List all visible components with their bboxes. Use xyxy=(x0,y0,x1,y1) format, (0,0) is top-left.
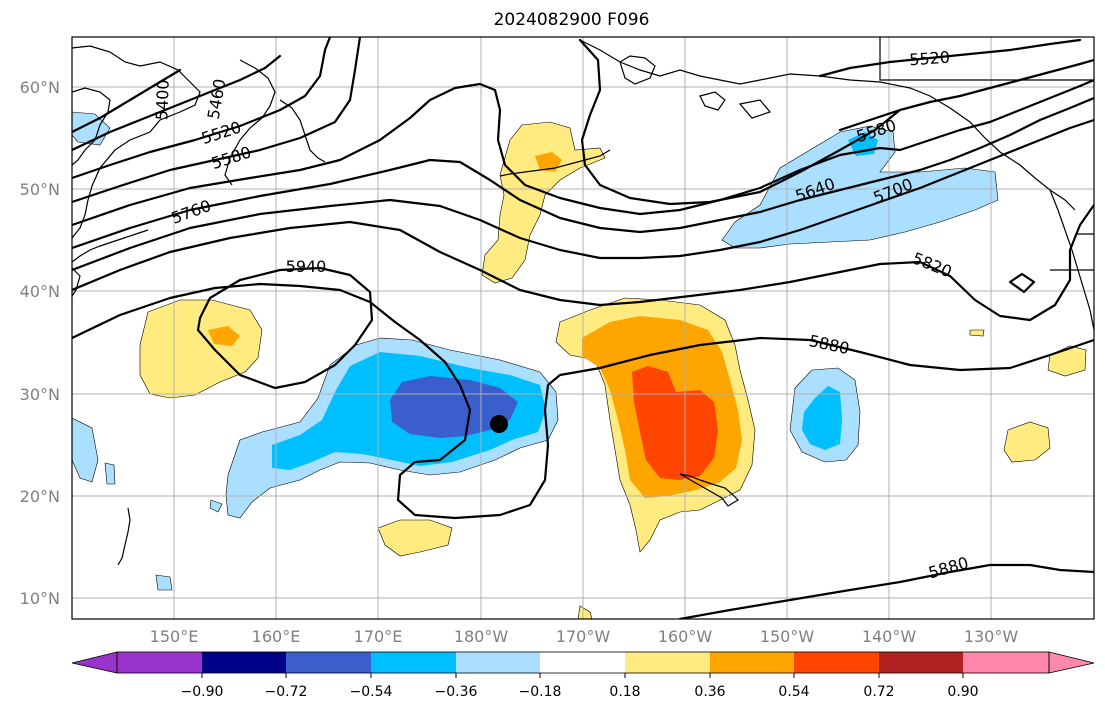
colorbar-bin-4 xyxy=(371,652,456,673)
contour-5580-w xyxy=(72,37,362,204)
coast-islands-1 xyxy=(699,91,726,111)
colorbar-tick-label-9: 0.72 xyxy=(863,684,894,700)
coast-alaska-inner xyxy=(619,55,656,85)
height-contours xyxy=(72,37,1094,619)
map-frame xyxy=(71,36,1095,620)
coast-okhotsk xyxy=(72,87,111,166)
colorbar-bin-2 xyxy=(202,652,286,673)
blue-main-dark xyxy=(390,376,518,438)
contour-5520-w xyxy=(72,37,332,180)
colorbar-tick-label-7: 0.36 xyxy=(694,684,725,700)
colorbar-bin-1 xyxy=(117,652,202,673)
blue-gulf-light xyxy=(721,125,999,249)
map-title: 2024082900 F096 xyxy=(493,10,650,30)
gridlines xyxy=(72,37,1094,619)
colorbar-tick-label-8: 0.54 xyxy=(778,684,809,700)
lon-label-150w: 150°W xyxy=(760,627,815,646)
contour-5580-e xyxy=(838,58,1094,132)
yellow-east-1 xyxy=(1003,421,1051,463)
yellow-west xyxy=(139,299,263,399)
contour-label-5400: 5400 xyxy=(152,79,172,120)
colorbar-tick-label-1: −0.90 xyxy=(181,684,224,700)
contour-5940 xyxy=(196,266,374,390)
lat-label-50n: 50°N xyxy=(20,180,60,199)
lon-label-170e: 170°E xyxy=(354,627,403,646)
lat-label-20n: 20°N xyxy=(20,487,60,506)
coast-kuril xyxy=(72,229,149,263)
contour-alaska-low xyxy=(578,38,902,206)
lon-label-170w: 170°W xyxy=(556,627,611,646)
colorbar-frame xyxy=(116,651,1050,674)
contour-5460 xyxy=(72,54,282,152)
colorbar-tick-label-6: 0.18 xyxy=(609,684,640,700)
contour-5760 xyxy=(72,118,1094,272)
lat-label-40n: 40°N xyxy=(20,282,60,301)
blue-dot-2 xyxy=(155,574,173,591)
colorbar-tick-label-2: −0.72 xyxy=(265,684,308,700)
contour-5880-south xyxy=(678,563,1094,619)
lon-label-150e: 150°E xyxy=(150,627,199,646)
lon-label-180w: 180°W xyxy=(454,627,509,646)
colorbar-bin-11 xyxy=(963,652,1049,673)
colorbar-max-extend xyxy=(1048,651,1095,674)
colorbar-bin-6 xyxy=(540,652,625,673)
lon-label-160w: 160°W xyxy=(658,627,713,646)
colorbar-bin-5 xyxy=(456,652,540,673)
colorbar-min-extend xyxy=(71,651,118,674)
contour-5640-w xyxy=(72,82,902,227)
colorbar-bin-9 xyxy=(794,652,879,673)
colorbar-bin-7 xyxy=(625,652,710,673)
yellow-east-3 xyxy=(969,329,985,337)
yellow-south xyxy=(377,519,453,557)
blue-dot-3 xyxy=(209,499,223,513)
contour-5640-e xyxy=(898,78,1094,152)
orange-aleutian xyxy=(535,152,562,172)
colorbar-tick-label-5: −0.18 xyxy=(519,684,562,700)
coast-alaska-west xyxy=(579,39,1076,211)
colorbar-ticks xyxy=(201,673,964,678)
blue-east-medium xyxy=(802,386,842,450)
colorbar-bin-8 xyxy=(710,652,794,673)
colorbar-tick-label-3: −0.54 xyxy=(350,684,393,700)
contour-5700 xyxy=(72,96,1094,250)
lon-label-130w: 130°W xyxy=(964,627,1019,646)
latitude-labels: 60°N 50°N 40°N 30°N 20°N 10°N xyxy=(20,78,60,608)
longitude-labels: 150°E 160°E 170°E 180°W 170°W 160°W 150°… xyxy=(150,627,1019,646)
coast-japan-n xyxy=(72,267,81,297)
contour-5880-main xyxy=(72,282,1094,520)
coast-marianas xyxy=(117,507,131,566)
coast-bc xyxy=(1049,189,1094,331)
anomaly-shading xyxy=(72,111,1087,619)
coast-alaska-penin xyxy=(499,149,611,177)
colorbar: −0.90 −0.72 −0.54 −0.36 −0.18 0.18 0.36 … xyxy=(71,651,1095,700)
contour-bc-closed xyxy=(1008,272,1036,294)
colorbar-tick-label-10: 0.90 xyxy=(947,684,978,700)
contour-5520-e xyxy=(818,38,1082,78)
yellow-tiny-s xyxy=(577,605,593,619)
lat-label-10n: 10°N xyxy=(20,589,60,608)
contour-5820 xyxy=(72,203,1094,322)
coast-hawaii xyxy=(679,473,739,507)
coast-islands-2 xyxy=(738,99,772,119)
colorbar-bin-10 xyxy=(879,652,963,673)
colorbar-bin-3 xyxy=(286,652,371,673)
lat-label-60n: 60°N xyxy=(20,78,60,97)
storm-marker xyxy=(490,415,508,433)
blue-dot-1 xyxy=(104,462,116,485)
colorbar-tick-label-4: −0.36 xyxy=(435,684,478,700)
contour-label-5520-e: 5520 xyxy=(909,48,951,70)
lon-label-160e: 160°E xyxy=(252,627,301,646)
blue-patch-w xyxy=(72,417,99,483)
lon-label-140w: 140°W xyxy=(862,627,917,646)
contour-label-5940: 5940 xyxy=(286,257,327,276)
contour-5400 xyxy=(72,68,182,134)
lat-label-30n: 30°N xyxy=(20,385,60,404)
orange-west xyxy=(208,326,240,346)
